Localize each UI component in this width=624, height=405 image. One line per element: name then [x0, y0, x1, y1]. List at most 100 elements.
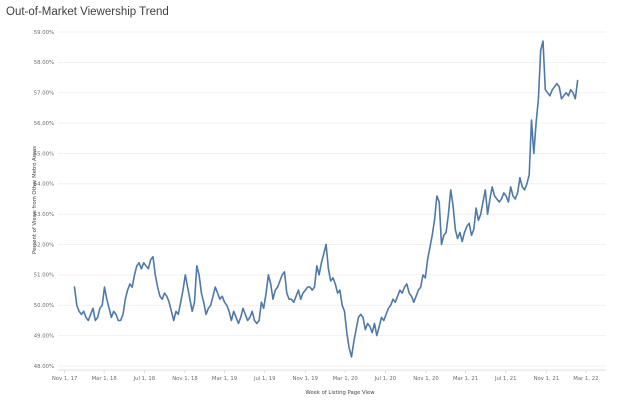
data-point	[120, 320, 122, 321]
data-point	[498, 201, 500, 203]
data-point	[260, 301, 262, 303]
data-point	[327, 268, 329, 270]
data-point	[217, 292, 219, 294]
data-point	[318, 274, 320, 276]
data-point	[438, 201, 440, 203]
data-point	[466, 225, 468, 227]
data-point	[108, 307, 110, 309]
data-point	[145, 265, 147, 267]
data-point	[314, 286, 315, 288]
data-point	[226, 304, 228, 306]
y-tick-label: 54.00%	[34, 182, 54, 188]
data-point	[547, 92, 549, 94]
data-point	[346, 332, 348, 334]
data-point	[104, 286, 105, 288]
data-point	[191, 310, 193, 312]
data-point	[110, 316, 112, 318]
data-point	[441, 244, 442, 245]
data-point	[286, 292, 288, 294]
data-point	[228, 310, 230, 312]
data-point	[203, 301, 205, 303]
data-point	[140, 268, 142, 270]
data-point	[166, 295, 168, 297]
data-point	[94, 320, 96, 321]
data-point	[150, 259, 152, 261]
data-point	[99, 307, 101, 309]
data-point	[290, 298, 292, 300]
gridlines	[58, 31, 606, 367]
data-point	[115, 313, 117, 315]
x-tick-label: Jul 1, 21	[494, 376, 517, 382]
data-point	[325, 244, 327, 245]
data-point	[127, 289, 129, 291]
data-point	[129, 283, 131, 285]
data-point	[351, 356, 352, 358]
data-point	[212, 295, 214, 297]
x-tick-label: Jul 1, 18	[133, 376, 156, 382]
x-tick-label: Mar 1, 21	[453, 376, 478, 382]
data-point	[544, 89, 546, 91]
data-point	[307, 286, 309, 288]
x-tick-label: Mar 1, 20	[333, 376, 359, 382]
data-point	[549, 95, 551, 97]
data-point	[452, 204, 454, 206]
data-point	[288, 298, 290, 300]
data-point	[113, 310, 115, 312]
y-tick-label: 57.00%	[34, 91, 54, 97]
data-point	[574, 98, 576, 100]
data-point	[159, 295, 161, 297]
data-point	[381, 316, 382, 318]
data-point	[510, 186, 512, 188]
data-point	[164, 292, 165, 294]
data-point	[459, 231, 461, 233]
x-axis	[58, 369, 606, 373]
data-point	[302, 292, 304, 294]
data-point	[413, 301, 415, 303]
data-point	[535, 122, 537, 124]
data-point	[196, 265, 198, 267]
data-point	[394, 301, 396, 303]
data-point	[249, 316, 251, 318]
data-point	[447, 213, 449, 215]
data-point	[374, 323, 375, 324]
x-tick-label: Nov 1, 19	[293, 376, 319, 382]
data-point	[496, 198, 498, 200]
data-point	[173, 320, 175, 321]
x-tick-label: Mar 1, 18	[92, 376, 118, 382]
data-point	[371, 332, 373, 334]
data-point	[526, 183, 528, 185]
data-point	[540, 49, 542, 51]
data-point	[387, 307, 389, 309]
series-line	[73, 40, 579, 358]
data-point	[567, 95, 569, 97]
data-point	[251, 310, 253, 312]
data-points	[74, 40, 579, 358]
data-point	[198, 274, 200, 276]
y-tick-label: 56.00%	[34, 121, 54, 127]
data-point	[489, 198, 491, 200]
data-point	[417, 289, 419, 291]
data-point	[76, 304, 78, 306]
data-point	[561, 98, 562, 100]
data-point	[505, 195, 507, 197]
data-point	[219, 298, 221, 300]
data-point	[517, 192, 519, 194]
data-point	[445, 231, 447, 233]
data-point	[235, 316, 237, 318]
data-point	[87, 320, 89, 321]
data-point	[487, 213, 489, 215]
data-point	[521, 186, 523, 188]
data-point	[404, 286, 405, 288]
x-tick-label: Nov 1, 21	[534, 376, 560, 382]
data-point	[230, 320, 232, 321]
data-point	[477, 219, 479, 221]
data-point	[157, 286, 159, 288]
y-tick-label: 55.00%	[34, 151, 54, 157]
data-point	[187, 286, 189, 288]
chart-title: Out-of-Market Viewership Trend	[6, 6, 169, 18]
data-point	[367, 323, 369, 324]
data-point	[265, 292, 267, 294]
data-point	[80, 313, 82, 315]
data-point	[369, 326, 371, 327]
data-point	[558, 86, 560, 88]
